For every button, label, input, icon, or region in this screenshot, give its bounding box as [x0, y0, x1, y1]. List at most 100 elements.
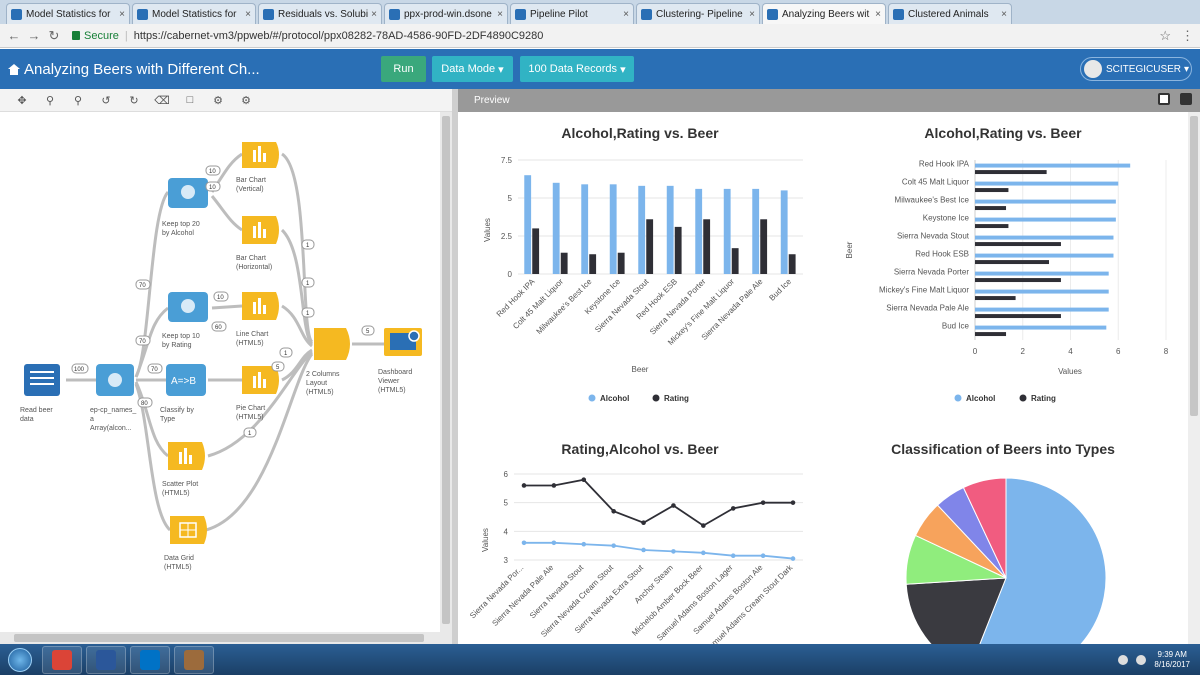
- pie-slice[interactable]: [968, 477, 1107, 675]
- forward-icon[interactable]: →: [27, 28, 41, 43]
- close-icon[interactable]: ×: [119, 8, 125, 20]
- point-alcohol[interactable]: [581, 541, 587, 547]
- bar-rating[interactable]: [731, 248, 739, 274]
- bar-alcohol[interactable]: [975, 271, 1109, 276]
- restore-icon[interactable]: [1158, 93, 1170, 105]
- undo-icon[interactable]: ↺: [101, 94, 111, 107]
- canvas-horizontal-scrollbar[interactable]: [0, 632, 452, 644]
- url-field[interactable]: https://cabernet-vm3/ppweb/#/protocol/pp…: [133, 29, 544, 42]
- workflow-node-line-chart[interactable]: Line Chart (HTML5): [236, 292, 279, 347]
- panel-splitter[interactable]: [452, 89, 458, 644]
- close-icon[interactable]: ×: [875, 8, 881, 20]
- bar-alcohol[interactable]: [975, 217, 1116, 222]
- clock[interactable]: 9:39 AM 8/16/2017: [1154, 650, 1190, 670]
- workflow-node-dashboard-viewer[interactable]: Dashboard Viewer (HTML5): [378, 328, 422, 394]
- point-rating[interactable]: [521, 483, 527, 488]
- line-rating[interactable]: [524, 478, 793, 527]
- workflow-node-scatter-plot[interactable]: Scatter Plot (HTML5): [162, 442, 205, 497]
- maximize-icon[interactable]: [1180, 93, 1192, 105]
- data-records-button[interactable]: 100 Data Records ▾: [520, 56, 634, 82]
- zoom-out-icon[interactable]: ⚲: [73, 94, 83, 107]
- taskbar-app-other[interactable]: [174, 645, 214, 674]
- bar-alcohol[interactable]: [638, 185, 646, 274]
- workflow-node-keep-top-20[interactable]: Keep top 20 by Alcohol: [162, 178, 208, 237]
- browser-tab[interactable]: Clustering- Pipeline ×: [636, 3, 760, 24]
- bar-rating[interactable]: [760, 219, 768, 274]
- point-rating[interactable]: [701, 523, 706, 528]
- bar-rating[interactable]: [560, 252, 568, 274]
- point-rating[interactable]: [581, 477, 587, 483]
- pie-slice[interactable]: [962, 477, 1007, 579]
- bar-rating[interactable]: [617, 252, 625, 274]
- point-alcohol[interactable]: [730, 553, 736, 558]
- workflow-node-read-beer-data[interactable]: Read beer data: [20, 364, 60, 423]
- bar-alcohol[interactable]: [975, 289, 1109, 294]
- point-alcohol[interactable]: [611, 543, 616, 548]
- workflow-node-data-grid[interactable]: Data Grid (HTML5): [164, 516, 207, 571]
- taskbar-app-word[interactable]: [86, 645, 126, 674]
- point-alcohol[interactable]: [641, 547, 646, 553]
- taskbar-app-chrome[interactable]: [42, 645, 82, 674]
- network-icon[interactable]: [1118, 654, 1129, 665]
- browser-tab[interactable]: Clustered Animals ×: [888, 3, 1012, 24]
- bar-rating[interactable]: [975, 242, 1061, 247]
- bar-alcohol[interactable]: [975, 325, 1107, 330]
- bar-rating[interactable]: [674, 226, 682, 274]
- workflow-node-ep-cp[interactable]: ep-cp_names_ a Array(alcon...: [90, 364, 136, 432]
- bar-rating[interactable]: [975, 188, 1009, 193]
- browser-tab[interactable]: Analyzing Beers wit ×: [762, 3, 886, 24]
- workflow-node-pie-chart[interactable]: Pie Chart (HTML5): [236, 366, 279, 421]
- reload-icon[interactable]: ↻: [48, 27, 60, 43]
- browser-tab[interactable]: ppx-prod-win.dsone ×: [384, 3, 508, 24]
- bar-rating[interactable]: [975, 170, 1047, 175]
- line-alcohol[interactable]: [524, 541, 794, 560]
- point-rating[interactable]: [641, 520, 646, 526]
- bar-alcohol[interactable]: [975, 253, 1114, 258]
- point-alcohol[interactable]: [760, 553, 766, 558]
- scrollbar-thumb[interactable]: [1190, 116, 1198, 416]
- point-alcohol[interactable]: [701, 550, 706, 556]
- bookmark-star-icon[interactable]: ☆: [1159, 27, 1171, 43]
- bar-alcohol[interactable]: [552, 182, 560, 274]
- point-rating[interactable]: [730, 506, 736, 511]
- bar-alcohol[interactable]: [695, 188, 703, 274]
- legend-rating[interactable]: Rating: [664, 394, 689, 403]
- bar-alcohol[interactable]: [975, 163, 1131, 168]
- bar-alcohol[interactable]: [975, 307, 1109, 312]
- bar-rating[interactable]: [975, 314, 1061, 319]
- workflow-canvas[interactable]: Read beer data ep-cp_names_ a Array(alco…: [0, 112, 440, 632]
- bar-rating[interactable]: [788, 254, 796, 274]
- user-menu-button[interactable]: SCITEGICUSER ▾: [1080, 57, 1192, 81]
- legend-alcohol[interactable]: Alcohol: [600, 394, 629, 403]
- point-rating[interactable]: [790, 500, 796, 505]
- options-icon[interactable]: ⚙: [241, 94, 251, 107]
- bar-alcohol[interactable]: [975, 235, 1114, 240]
- workflow-node-bar-chart-horizontal[interactable]: Bar Chart (Horizontal): [236, 216, 279, 271]
- bar-rating[interactable]: [975, 206, 1007, 211]
- close-icon[interactable]: ×: [245, 8, 251, 20]
- taskbar-app-outlook[interactable]: [130, 645, 170, 674]
- point-rating[interactable]: [760, 500, 766, 505]
- home-icon[interactable]: [8, 63, 20, 75]
- point-alcohol[interactable]: [521, 540, 527, 546]
- point-alcohol[interactable]: [790, 556, 796, 561]
- back-icon[interactable]: ←: [7, 28, 21, 43]
- close-icon[interactable]: ×: [623, 8, 629, 20]
- bar-alcohol[interactable]: [780, 190, 788, 274]
- zoom-in-icon[interactable]: ⚲: [45, 94, 55, 107]
- workflow-node-two-columns-layout[interactable]: 2 Columns Layout (HTML5): [306, 328, 350, 396]
- scrollbar-thumb[interactable]: [442, 116, 450, 624]
- point-rating[interactable]: [551, 483, 557, 488]
- point-rating[interactable]: [611, 508, 616, 514]
- browser-menu-icon[interactable]: ⋮: [1181, 27, 1194, 43]
- start-button[interactable]: [2, 646, 38, 674]
- point-alcohol[interactable]: [671, 549, 676, 554]
- bar-alcohol[interactable]: [723, 188, 731, 274]
- bar-rating[interactable]: [646, 219, 654, 274]
- preview-vertical-scrollbar[interactable]: [1188, 112, 1200, 644]
- bar-rating[interactable]: [975, 260, 1050, 265]
- bar-rating[interactable]: [975, 296, 1016, 301]
- eraser-icon[interactable]: ⌫: [154, 94, 170, 107]
- bar-alcohol[interactable]: [752, 188, 760, 274]
- workflow-node-keep-top-10[interactable]: Keep top 10 by Rating: [162, 292, 208, 349]
